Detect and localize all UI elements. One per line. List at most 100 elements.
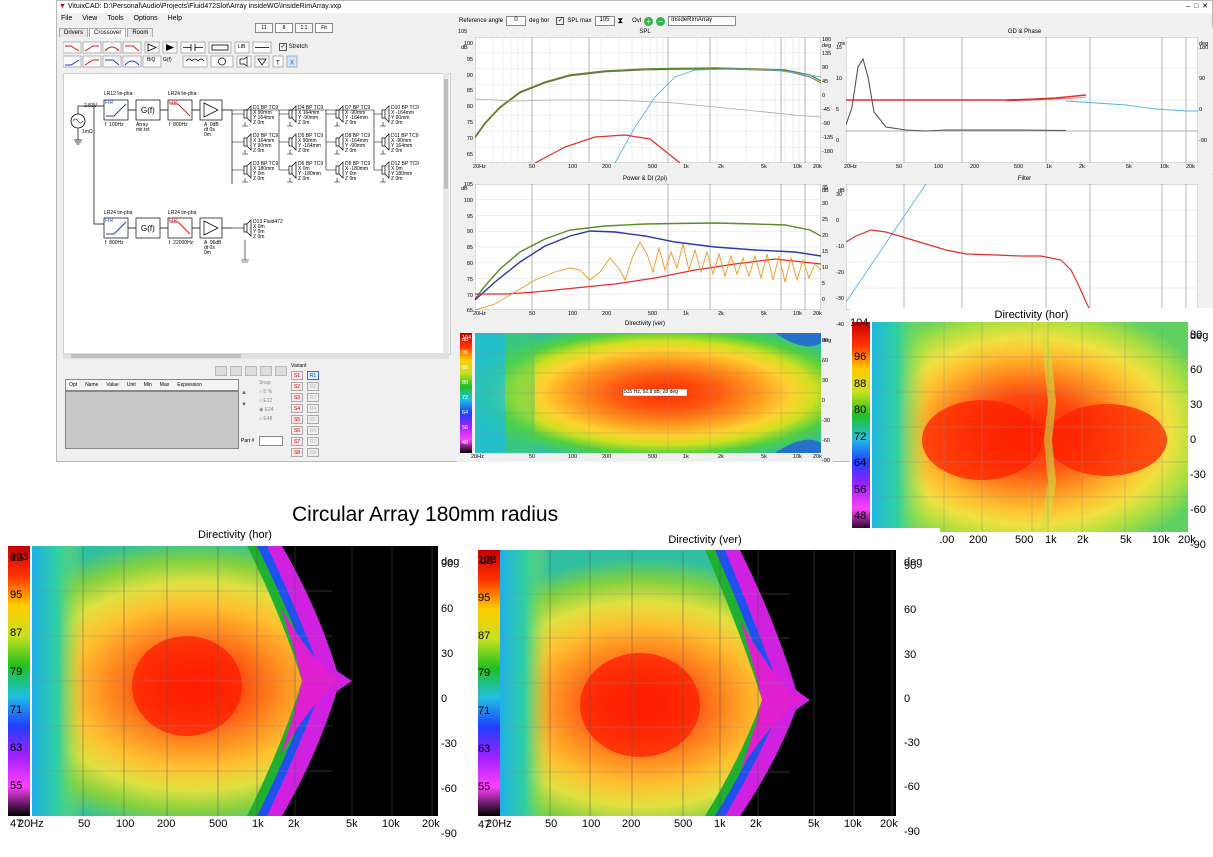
dir-bottom-left-colorbar bbox=[8, 546, 30, 816]
variant-s3[interactable]: S3 bbox=[291, 393, 303, 402]
tab-crossover[interactable]: Crossover bbox=[89, 28, 127, 37]
menu-tools[interactable]: Tools bbox=[107, 15, 124, 22]
driver-label[interactable]: D13 Fluid472 X 0m Y 0m Z 0m bbox=[253, 219, 283, 240]
dir-hor-right-x: 100 200 500 1k 2k 5k 10k 20k bbox=[936, 534, 1196, 546]
opt-button[interactable] bbox=[275, 366, 287, 376]
filter-plot[interactable] bbox=[846, 184, 1198, 310]
schematic-hscroll[interactable] bbox=[63, 353, 449, 359]
power-chart-panel: Power & DI (2pi) 105 100 95 90 85 80 75 70 65 dB… bbox=[457, 174, 833, 320]
dir-bottom-left-panel: Directivity (hor) 103 95 87 79 71 63 55 47 dB 9… bbox=[0, 528, 470, 840]
lib-button[interactable]: LIB bbox=[238, 44, 246, 50]
part-input[interactable] bbox=[259, 436, 283, 446]
variant-label: Variant bbox=[291, 363, 307, 369]
spl-max-stepper[interactable]: ⧗ bbox=[617, 16, 624, 25]
biq-button[interactable]: BiQ bbox=[147, 57, 156, 63]
schematic-vscroll[interactable] bbox=[443, 73, 449, 353]
menu-file[interactable]: File bbox=[61, 15, 73, 22]
spl-plot[interactable] bbox=[475, 37, 821, 163]
opt-buttons bbox=[215, 366, 287, 376]
snap-option[interactable]: ◉ E24 bbox=[259, 407, 274, 413]
dir-hor-right-right: 90 60 30 0 -30 -60 -90 bbox=[1190, 329, 1206, 551]
snap-label: Snap bbox=[259, 380, 271, 386]
variant-r4[interactable]: R4 bbox=[307, 404, 319, 413]
dir-bottom-left-plot[interactable] bbox=[32, 546, 438, 816]
driver-label[interactable]: D9 BP TC9 X -180mm Y 0m Z 0m bbox=[345, 161, 371, 182]
driver-label[interactable]: D3 BP TC9 X 180mm Y 0m Z 0m bbox=[253, 161, 279, 182]
overlay-name-input[interactable]: InsideRimArray bbox=[668, 16, 737, 26]
power-plot[interactable] bbox=[475, 184, 821, 310]
zoom-11-button[interactable]: 11 bbox=[255, 23, 273, 33]
zoom-8-button[interactable]: 8 bbox=[275, 23, 293, 33]
dir-ver-small-plot[interactable] bbox=[475, 333, 821, 453]
variant-s5[interactable]: S5 bbox=[291, 415, 303, 424]
variant-s4[interactable]: S4 bbox=[291, 404, 303, 413]
variant-r2[interactable]: R2 bbox=[307, 382, 319, 391]
optimizer-table[interactable]: Opt Name Value Unit Min Max Expression bbox=[65, 379, 239, 449]
opt-button[interactable] bbox=[230, 366, 242, 376]
driver-label[interactable]: D11 BP TC9 X -90mm Y 164mm Z 0m bbox=[391, 133, 419, 154]
opt-button[interactable] bbox=[215, 366, 227, 376]
part-label: Part # bbox=[241, 438, 255, 444]
variant-s8[interactable]: S8 bbox=[291, 448, 303, 457]
dir-bottom-right-plot[interactable] bbox=[500, 550, 896, 816]
spl-top-left-label: 105 bbox=[458, 29, 468, 35]
menu-options[interactable]: Options bbox=[133, 15, 158, 22]
driver-label[interactable]: D6 BP TC9 X 0m Y -180mm Z 0m bbox=[298, 161, 324, 182]
driver-label[interactable]: D10 BP TC9 X -164mm Y 90mm Z 0m bbox=[391, 105, 419, 126]
filter-chart-panel: Filter 30 0 -10 -20 -30 -40 dB bbox=[836, 174, 1213, 328]
gd-plot[interactable] bbox=[846, 37, 1198, 163]
variant-r7[interactable]: R7 bbox=[307, 437, 319, 446]
menu-help[interactable]: Help bbox=[167, 15, 183, 22]
tab-room[interactable]: Room bbox=[127, 28, 154, 37]
svg-text:T: T bbox=[276, 61, 280, 67]
spl-max-input[interactable]: 105 bbox=[594, 16, 615, 26]
opt-button[interactable] bbox=[260, 366, 272, 376]
driver-label[interactable]: D12 BP TC9 X 0m Y 180mm Z 0m bbox=[391, 161, 419, 182]
remove-overlay-icon[interactable]: − bbox=[656, 16, 666, 26]
snap-option[interactable]: ○ E48 bbox=[259, 416, 273, 422]
variant-r1[interactable]: R1 bbox=[307, 371, 319, 380]
col-value: Value bbox=[106, 382, 119, 388]
menu-view[interactable]: View bbox=[82, 15, 98, 22]
gf-button[interactable]: G(f) bbox=[163, 57, 172, 63]
variant-s1[interactable]: S1 bbox=[291, 371, 303, 380]
snap-option[interactable]: ○ E12 bbox=[259, 398, 273, 404]
spl-chart-panel: SPL 100 95 90 85 80 75 70 65 180 135 90 45 0 -45 -90-… bbox=[457, 27, 833, 173]
dir-bottom-right-scale: 103 95 87 79 71 63 55 47 bbox=[478, 554, 497, 831]
variant-r8[interactable]: R8 bbox=[307, 448, 319, 457]
deg-hor-label: deg hor bbox=[529, 18, 550, 24]
variant-s6[interactable]: S6 bbox=[291, 426, 303, 435]
opt-arrows[interactable]: ▲ ▼ bbox=[241, 390, 247, 408]
driver-label[interactable]: D4 BP TC9 X 164mm Y -90mm Z 0m bbox=[298, 105, 324, 126]
driver-label[interactable]: D7 BP TC9 X -90mm Y -164mm Z 0m bbox=[345, 105, 371, 126]
driver-label[interactable]: D1 BP TC9 X 90mm Y 164mm Z 0m bbox=[253, 105, 279, 126]
driver-label[interactable]: D2 BP TC9 X 164mm Y 90mm Z 0m bbox=[253, 133, 279, 154]
reference-angle-input[interactable]: 0 bbox=[506, 16, 527, 26]
window-controls[interactable]: – □ ✕ bbox=[1186, 3, 1208, 10]
stretch-checkbox[interactable]: ✓ Stretch bbox=[279, 43, 308, 51]
driver-label[interactable]: D8 BP TC9 X -164mm Y -90mm Z 0m bbox=[345, 133, 371, 154]
zoom-fit-button[interactable]: Fit bbox=[315, 23, 333, 33]
variant-r5[interactable]: R5 bbox=[307, 415, 319, 424]
tab-drivers[interactable]: Drivers bbox=[59, 28, 88, 37]
schematic-canvas[interactable]: G(f) G(f) bbox=[63, 73, 451, 355]
dir-ver-small-right: 90 60 30 0 -30 -60 -90 bbox=[822, 338, 830, 464]
power-y-unit: dB bbox=[461, 186, 468, 192]
add-overlay-icon[interactable]: + bbox=[644, 16, 654, 26]
dir-bottom-right-right: 90 60 30 0 -30 -60 -90 bbox=[904, 560, 920, 838]
block-sub: FIR bbox=[105, 100, 114, 106]
zoom-1to1-button[interactable]: 1:1 bbox=[295, 23, 313, 33]
snap-option[interactable]: ○ 5 % bbox=[259, 389, 273, 395]
main-tabs: Drivers Crossover Room bbox=[59, 28, 154, 37]
variant-s7[interactable]: S7 bbox=[291, 437, 303, 446]
dir-ver-small-x: 20Hz 50 100 200 500 1k 2k 5k 10k 20k bbox=[471, 454, 822, 460]
ovl-label: Ovl bbox=[632, 18, 642, 24]
driver-label[interactable]: D5 BP TC9 X 90mm Y -164mm Z 0m bbox=[298, 133, 324, 154]
variant-s2[interactable]: S2 bbox=[291, 382, 303, 391]
variant-r3[interactable]: R3 bbox=[307, 393, 319, 402]
dir-hor-right-plot[interactable] bbox=[872, 322, 1188, 532]
opt-button[interactable] bbox=[245, 366, 257, 376]
dir-hor-right-panel: Directivity (hor) 104 96 88 80 72 64 56 48 90 6… bbox=[850, 308, 1213, 551]
variant-r6[interactable]: R6 bbox=[307, 426, 319, 435]
spl-max-checkbox[interactable]: ✓ bbox=[556, 17, 565, 25]
